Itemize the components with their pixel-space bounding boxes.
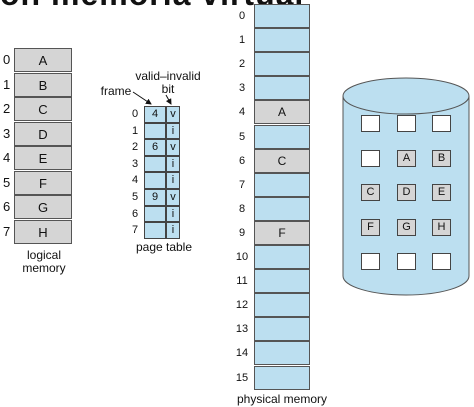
- logical-memory-index: 3: [3, 125, 11, 141]
- page-table-bit-cell: i: [166, 205, 180, 223]
- page-table-frame-cell: [144, 155, 166, 173]
- logical-memory-page: G: [14, 195, 72, 219]
- page-table-bit-cell: v: [166, 106, 180, 123]
- physical-memory-index: 4: [238, 106, 246, 119]
- page-table-frame-cell: [144, 205, 166, 223]
- physical-memory-index: 15: [235, 371, 249, 384]
- physical-memory-index: 13: [235, 323, 249, 336]
- frame-label: frame: [100, 84, 132, 98]
- physical-memory-frame: A: [254, 100, 310, 125]
- logical-memory-page: F: [14, 170, 72, 195]
- page-table-index: 3: [132, 157, 139, 170]
- disk-page-slot: D: [397, 184, 416, 201]
- disk-page-slot: [432, 115, 451, 132]
- physical-memory-index: 3: [238, 82, 246, 95]
- disk-page-slot: H: [432, 218, 451, 236]
- disk-page-slot: [361, 253, 380, 270]
- logical-memory-index: 2: [3, 101, 11, 116]
- disk-page-slot: C: [361, 184, 380, 201]
- physical-memory-index: 8: [238, 202, 246, 215]
- valid-invalid-label: valid–invalid bit: [135, 69, 201, 96]
- physical-memory-index: 12: [235, 299, 249, 312]
- bit-arrow: [165, 94, 172, 105]
- logical-memory-index: 7: [3, 223, 11, 239]
- logical-memory-page: C: [14, 97, 72, 121]
- slide-title-fragment: on memoria virtual: [0, 0, 330, 10]
- physical-memory-frame: [254, 269, 310, 294]
- logical-memory-index: 0: [3, 52, 11, 67]
- page-table-bit-cell: v: [166, 139, 180, 156]
- physical-memory-index: 6: [238, 154, 246, 167]
- physical-memory-index: 14: [235, 347, 249, 360]
- physical-memory-frame: [254, 172, 310, 197]
- page-table-index: 4: [132, 174, 139, 187]
- physical-memory-frame: [254, 4, 310, 28]
- logical-memory-page: H: [14, 219, 72, 244]
- disk-page-slot: [397, 115, 416, 132]
- logical-memory-page: D: [14, 121, 72, 146]
- page-table-bit-cell: i: [166, 172, 180, 189]
- physical-memory-index: 7: [238, 178, 246, 191]
- page-table-index: 2: [132, 141, 139, 154]
- page-table-frame-cell: 4: [144, 106, 166, 123]
- page-table-frame-cell: 9: [144, 189, 166, 206]
- physical-memory-frame: [254, 317, 310, 342]
- physical-memory-frame: [254, 124, 310, 149]
- disk-page-slot: [432, 253, 451, 270]
- physical-memory-frame: [254, 28, 310, 53]
- logical-memory-page: E: [14, 146, 72, 170]
- physical-memory-index: 1: [238, 34, 246, 47]
- disk-page-slot: [361, 115, 380, 132]
- page-table-index: 1: [132, 124, 139, 137]
- physical-memory-frame: [254, 76, 310, 101]
- disk-page-slot: B: [432, 149, 451, 167]
- page-table-bit-cell: i: [166, 155, 180, 173]
- disk-page-slot: G: [397, 218, 416, 236]
- physical-memory-frame: [254, 245, 310, 269]
- physical-memory-index: 10: [235, 251, 249, 263]
- physical-memory-index: 9: [238, 226, 246, 239]
- page-table-bit-cell: i: [166, 222, 180, 239]
- logical-memory-page: B: [14, 72, 72, 97]
- frame-arrow: [132, 91, 152, 105]
- physical-memory-index: 11: [236, 275, 248, 288]
- logical-memory-index: 1: [3, 76, 11, 92]
- physical-memory-frame: C: [254, 148, 310, 173]
- page-table-bit-cell: v: [166, 189, 180, 206]
- physical-memory-frame: F: [254, 220, 310, 245]
- logical-memory-caption: logical memory: [22, 248, 66, 275]
- physical-memory-frame: [254, 52, 310, 77]
- disk-page-slot: F: [361, 218, 380, 236]
- physical-memory-frame: [254, 365, 310, 390]
- physical-memory-caption: physical memory: [236, 392, 328, 406]
- page-table-frame-cell: [144, 122, 166, 140]
- physical-memory-frame: [254, 341, 310, 366]
- logical-memory-index: 4: [3, 150, 11, 165]
- physical-memory-frame: [254, 196, 310, 221]
- page-table-frame-cell: [144, 222, 166, 239]
- physical-memory-frame: [254, 293, 310, 318]
- page-table-bit-cell: i: [166, 122, 180, 140]
- page-table-index: 0: [132, 108, 139, 120]
- physical-memory-index: 0: [238, 10, 246, 22]
- logical-memory-index: 6: [3, 199, 11, 214]
- page-table-index: 7: [132, 224, 139, 237]
- disk-page-slot: [361, 149, 380, 167]
- physical-memory-index: 2: [238, 58, 246, 71]
- disk-page-slot: A: [397, 149, 416, 167]
- disk-page-slot: [397, 253, 416, 270]
- page-table-caption: page table: [135, 240, 193, 254]
- page-table-frame-cell: [144, 172, 166, 189]
- logical-memory-page: A: [14, 48, 72, 72]
- physical-memory-index: 5: [238, 130, 246, 143]
- disk-page-slot: E: [432, 184, 451, 201]
- page-table-frame-cell: 6: [144, 139, 166, 156]
- page-table-index: 5: [132, 191, 139, 203]
- page-table-index: 6: [132, 207, 139, 220]
- logical-memory-index: 5: [3, 174, 11, 190]
